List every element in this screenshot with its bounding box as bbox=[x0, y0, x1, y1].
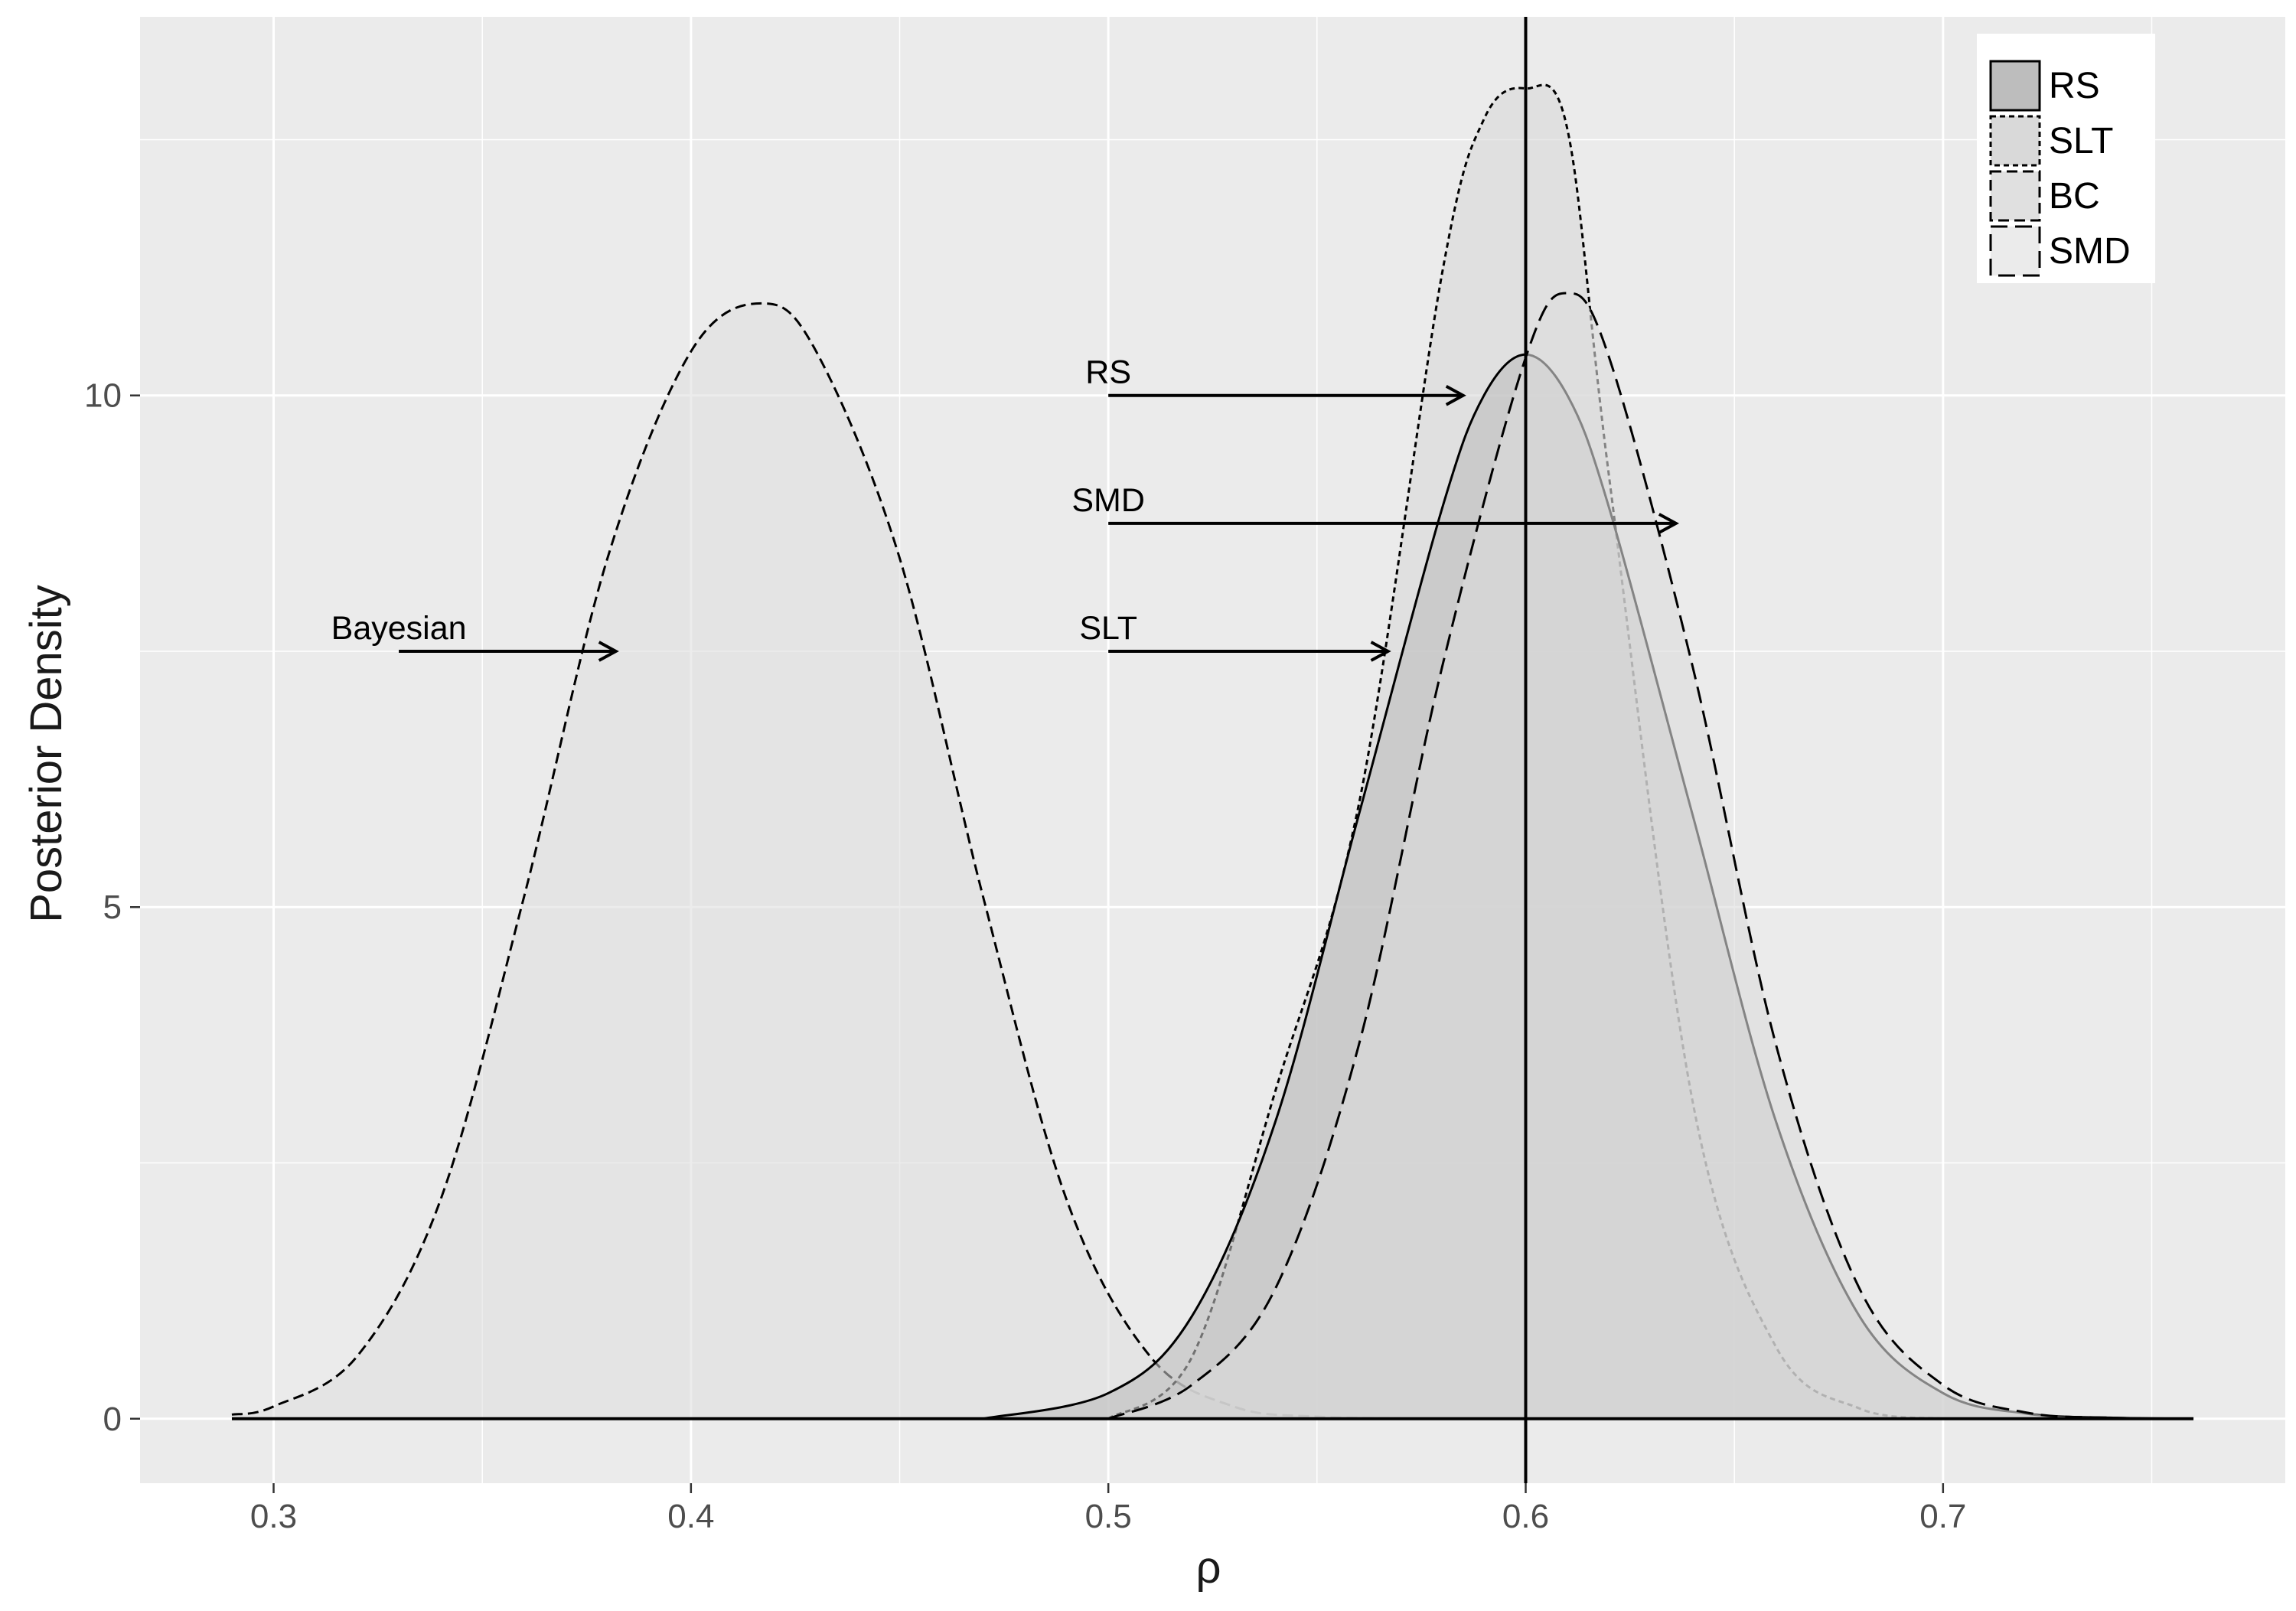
annotation-label-rs: RS bbox=[1085, 354, 1131, 391]
y-axis-label: Posterior Density bbox=[21, 585, 71, 923]
y-tick-label: 10 bbox=[84, 377, 122, 415]
legend-key-bc bbox=[1989, 170, 2041, 222]
annotations: RS SMD SLT Bayesian bbox=[331, 354, 1679, 662]
legend-label-slt: SLT bbox=[2049, 121, 2113, 161]
x-axis-label: ρ bbox=[1196, 1543, 1221, 1593]
y-tick-label: 5 bbox=[103, 889, 122, 926]
x-tick-label: 0.7 bbox=[1919, 1498, 1966, 1535]
x-tick-label: 0.4 bbox=[667, 1498, 714, 1535]
density-area-bc bbox=[231, 303, 1443, 1419]
legend-label-smd: SMD bbox=[2049, 231, 2131, 272]
annotation-label-slt: SLT bbox=[1079, 610, 1137, 647]
legend: RS SLT BC SMD bbox=[1977, 34, 2155, 283]
legend-key-rs bbox=[1989, 60, 2041, 112]
density-curve-bc bbox=[231, 302, 1443, 1420]
density-curve-smd bbox=[1107, 292, 2194, 1420]
annotation-arrowhead-smd bbox=[1658, 513, 1679, 534]
annotation-label-bayesian: Bayesian bbox=[331, 610, 467, 647]
x-tick-label: 0.3 bbox=[250, 1498, 297, 1535]
annotation-arrowhead-bayesian bbox=[598, 641, 619, 662]
y-tick-label: 0 bbox=[103, 1401, 122, 1438]
axes: 0.3 0.4 0.5 0.6 0.7 0 5 10 bbox=[84, 377, 1966, 1535]
legend-label-rs: RS bbox=[2049, 66, 2100, 106]
legend-label-bc: BC bbox=[2049, 176, 2100, 217]
density-area-smd bbox=[1108, 293, 2194, 1419]
x-tick-label: 0.5 bbox=[1085, 1498, 1132, 1535]
annotation-arrowhead-slt bbox=[1370, 641, 1391, 662]
annotation-arrowhead-rs bbox=[1445, 384, 1466, 406]
x-tick-label: 0.6 bbox=[1502, 1498, 1549, 1535]
legend-key-slt bbox=[1989, 115, 2041, 167]
legend-key-smd bbox=[1989, 225, 2041, 277]
annotation-label-smd: SMD bbox=[1071, 482, 1145, 519]
